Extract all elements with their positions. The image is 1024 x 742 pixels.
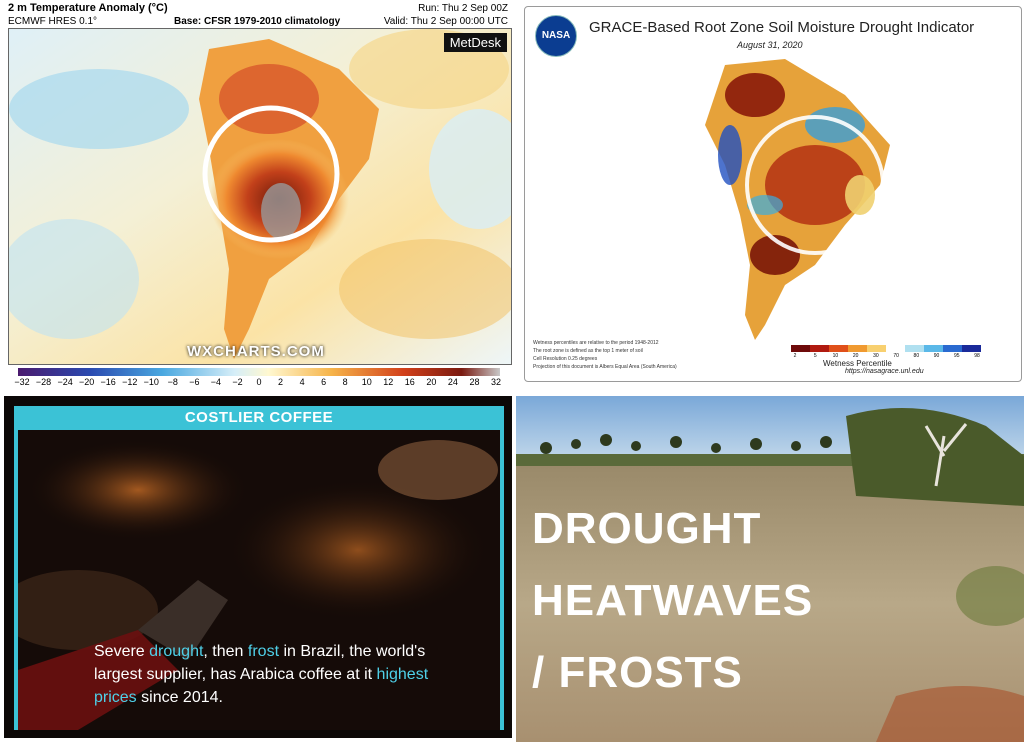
temperature-tick-label: −16 [100, 377, 116, 387]
temperature-map-image: MetDesk WXCHARTS.COM [8, 28, 512, 365]
coffee-panel: COSTLIER COFFEE Severe drought, then fro… [4, 396, 512, 738]
wetness-tick-label: 95 [953, 353, 960, 359]
grace-map-graphic [705, 59, 890, 340]
temperature-tick-label: 8 [342, 377, 348, 387]
wetness-scale-label: Wetness Percentile [823, 359, 892, 368]
temp-map-model: ECMWF HRES 0.1° [8, 16, 98, 27]
wetness-tick-label: 2 [793, 353, 797, 359]
temperature-tick-label: −6 [189, 377, 200, 387]
wxcharts-watermark: WXCHARTS.COM [187, 343, 325, 360]
temperature-tick-label: −28 [35, 377, 52, 387]
drought-heading: DROUGHT [532, 504, 762, 553]
drought-field-panel: DROUGHT HEATWAVES / FROSTS [516, 396, 1024, 742]
wetness-tick-label: 20 [852, 353, 859, 359]
temperature-tick-label: 24 [447, 377, 458, 387]
temp-map-base: Base: CFSR 1979-2010 climatology [174, 16, 341, 27]
temperature-tick-label: 12 [383, 377, 394, 387]
temperature-tick-label: −10 [143, 377, 159, 387]
caption-part-4: since 2014. [136, 689, 223, 706]
temperature-tick-label: 0 [256, 377, 262, 387]
wetness-color-scale [791, 345, 981, 352]
wetness-tick-label: 98 [974, 353, 980, 359]
heatwaves-heading: HEATWAVES [532, 576, 814, 625]
temp-map-valid: Valid: Thu 2 Sep 00:00 UTC [383, 16, 508, 27]
grace-note-1: Wetness percentiles are relative to the … [533, 340, 659, 346]
coffee-frame-left [14, 430, 18, 730]
drought-field-photo [516, 396, 1024, 742]
temperature-tick-label: 2 [278, 377, 284, 387]
metdesk-logo: MetDesk [443, 33, 507, 52]
temperature-tick-label: 32 [490, 377, 502, 387]
temperature-tick-label: 6 [321, 377, 327, 387]
coffee-frame-right [500, 430, 504, 730]
temperature-scale-ticks: −32 −28 −24 −20 −16 −12 −10 −8 −6 −4 −2 0 2 4 6 8 10 12 16… [14, 377, 502, 389]
coffee-photo [18, 430, 500, 730]
temp-map-run: Run: Thu 2 Sep 00Z [418, 3, 508, 14]
temperature-tick-label: −24 [57, 377, 73, 387]
wetness-tick-label: 30 [873, 353, 879, 359]
grace-map-notes: Wetness percentiles are relative to the … [533, 339, 677, 371]
wetness-tick-label: 10 [832, 353, 839, 359]
wetness-tick-label: 70 [893, 353, 899, 359]
caption-highlight-prices: highest prices [94, 666, 429, 706]
temperature-tick-label: −4 [210, 377, 222, 387]
temperature-color-scale [18, 368, 500, 376]
temperature-tick-label: −12 [122, 377, 138, 387]
temperature-tick-label: 28 [469, 377, 480, 387]
caption-highlight-frost: frost [247, 643, 280, 660]
temperature-tick-label: 20 [426, 377, 437, 387]
caption-highlight-drought: drought [149, 643, 204, 660]
temp-map-title: 2 m Temperature Anomaly (°C) [8, 2, 168, 14]
wetness-tick-label: 5 [813, 353, 817, 359]
temperature-tick-label: −32 [14, 377, 30, 387]
temperature-tick-label: −8 [167, 377, 178, 387]
coffee-banner: COSTLIER COFFEE [14, 406, 504, 430]
caption-part-3: in Brazil, the world's largest supplier,… [94, 643, 426, 683]
wetness-tick-label: 80 [913, 353, 920, 359]
grace-map-date: August 31, 2020 [737, 40, 803, 50]
temperature-tick-label: 10 [361, 377, 372, 387]
caption-part-1: Severe [94, 643, 150, 660]
grace-soil-moisture-panel: NASA GRACE-Based Root Zone Soil Moisture… [524, 6, 1022, 382]
temperature-map-graphic [9, 29, 511, 364]
grace-note-4: Projection of this document is Albers Eq… [533, 364, 677, 370]
wetness-tick-label: 90 [933, 353, 940, 359]
temperature-tick-label: −2 [232, 377, 243, 387]
frosts-heading: / FROSTS [532, 648, 743, 697]
caption-part-2: , then [203, 643, 248, 660]
temperature-tick-label: −20 [78, 377, 95, 387]
nasa-logo: NASA [535, 15, 577, 57]
temperature-anomaly-panel: 2 m Temperature Anomaly (°C) ECMWF HRES … [0, 0, 512, 392]
coffee-caption: Severe drought, then frost in Brazil, th… [94, 640, 434, 709]
temperature-tick-label: 4 [299, 377, 305, 387]
grace-url: https://nasagrace.unl.edu [845, 368, 924, 375]
temperature-tick-label: 16 [404, 377, 415, 387]
grace-note-3: Cell Resolution 0.25 degrees [533, 356, 598, 362]
grace-note-2: The root zone is defined as the top 1 me… [533, 348, 643, 354]
grace-map-title: GRACE-Based Root Zone Soil Moisture Drou… [589, 19, 975, 36]
